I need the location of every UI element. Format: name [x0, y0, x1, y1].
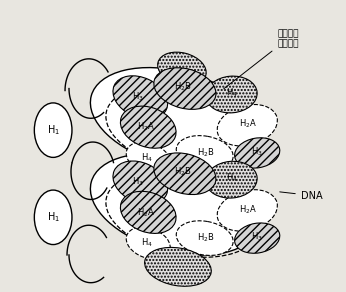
Text: H$_4$: H$_4$	[226, 86, 237, 99]
Text: H$_2$B: H$_2$B	[197, 147, 215, 159]
Text: H$_2$B: H$_2$B	[174, 166, 192, 178]
Text: H$_1$: H$_1$	[47, 211, 60, 224]
Text: H$_4$: H$_4$	[142, 152, 153, 164]
Text: DNA: DNA	[280, 190, 322, 201]
Ellipse shape	[113, 76, 168, 119]
Ellipse shape	[126, 227, 170, 259]
Ellipse shape	[176, 221, 233, 256]
Ellipse shape	[120, 191, 176, 233]
Text: H$_1$: H$_1$	[47, 123, 60, 137]
Ellipse shape	[217, 105, 277, 146]
Text: H$_4$: H$_4$	[142, 237, 153, 249]
Text: H$_2$B: H$_2$B	[174, 80, 192, 93]
Text: H$_2$A: H$_2$A	[239, 118, 257, 131]
Text: H$_4$: H$_4$	[226, 171, 237, 184]
Ellipse shape	[126, 142, 170, 174]
Ellipse shape	[90, 67, 260, 169]
Ellipse shape	[154, 153, 216, 194]
Ellipse shape	[120, 106, 176, 148]
Text: H$_2$A: H$_2$A	[137, 206, 155, 219]
Text: H$_3$: H$_3$	[251, 146, 263, 158]
Ellipse shape	[217, 190, 277, 231]
Text: 八聚体组
蛋白核心: 八聚体组 蛋白核心	[224, 29, 299, 89]
Ellipse shape	[34, 103, 72, 157]
Ellipse shape	[158, 52, 206, 85]
Text: H$_2$A: H$_2$A	[239, 203, 257, 215]
Ellipse shape	[34, 190, 72, 245]
Ellipse shape	[145, 247, 211, 286]
Text: H$_3$: H$_3$	[133, 90, 144, 103]
Text: H$_2$B: H$_2$B	[197, 232, 215, 244]
Text: H$_2$A: H$_2$A	[137, 121, 155, 133]
Ellipse shape	[206, 161, 257, 198]
Ellipse shape	[206, 76, 257, 113]
Ellipse shape	[154, 68, 216, 110]
Text: H$_3$: H$_3$	[133, 175, 144, 188]
Ellipse shape	[235, 138, 280, 168]
Ellipse shape	[113, 161, 168, 204]
Ellipse shape	[176, 135, 233, 170]
Ellipse shape	[90, 154, 260, 255]
Text: H$_3$: H$_3$	[251, 231, 263, 243]
Ellipse shape	[235, 223, 280, 253]
